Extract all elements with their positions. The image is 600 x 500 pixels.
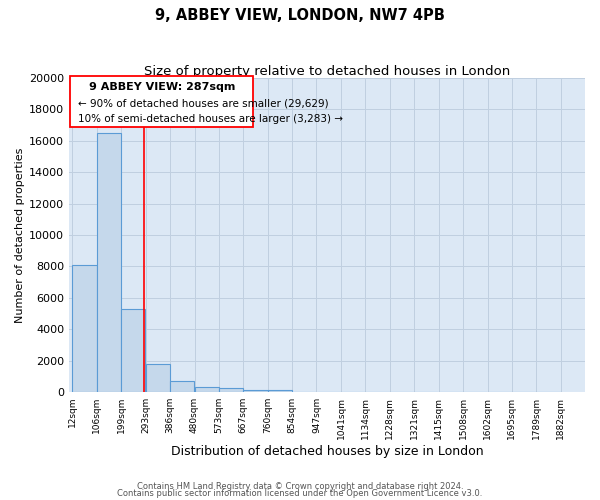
FancyBboxPatch shape	[70, 76, 253, 126]
Text: 10% of semi-detached houses are larger (3,283) →: 10% of semi-detached houses are larger (…	[78, 114, 343, 124]
X-axis label: Distribution of detached houses by size in London: Distribution of detached houses by size …	[171, 444, 484, 458]
Bar	[219, 388, 243, 392]
Bar	[194, 387, 219, 392]
Bar	[170, 381, 194, 392]
Text: ← 90% of detached houses are smaller (29,629): ← 90% of detached houses are smaller (29…	[78, 98, 329, 108]
Bar	[146, 364, 170, 392]
Text: Contains public sector information licensed under the Open Government Licence v3: Contains public sector information licen…	[118, 490, 482, 498]
Bar	[73, 265, 97, 392]
Bar	[97, 133, 121, 392]
Text: 9 ABBEY VIEW: 287sqm: 9 ABBEY VIEW: 287sqm	[89, 82, 235, 92]
Bar	[121, 309, 145, 392]
Y-axis label: Number of detached properties: Number of detached properties	[15, 148, 25, 322]
Text: Contains HM Land Registry data © Crown copyright and database right 2024.: Contains HM Land Registry data © Crown c…	[137, 482, 463, 491]
Text: 9, ABBEY VIEW, LONDON, NW7 4PB: 9, ABBEY VIEW, LONDON, NW7 4PB	[155, 8, 445, 22]
Title: Size of property relative to detached houses in London: Size of property relative to detached ho…	[144, 65, 510, 78]
Bar	[244, 390, 268, 392]
Bar	[268, 390, 292, 392]
